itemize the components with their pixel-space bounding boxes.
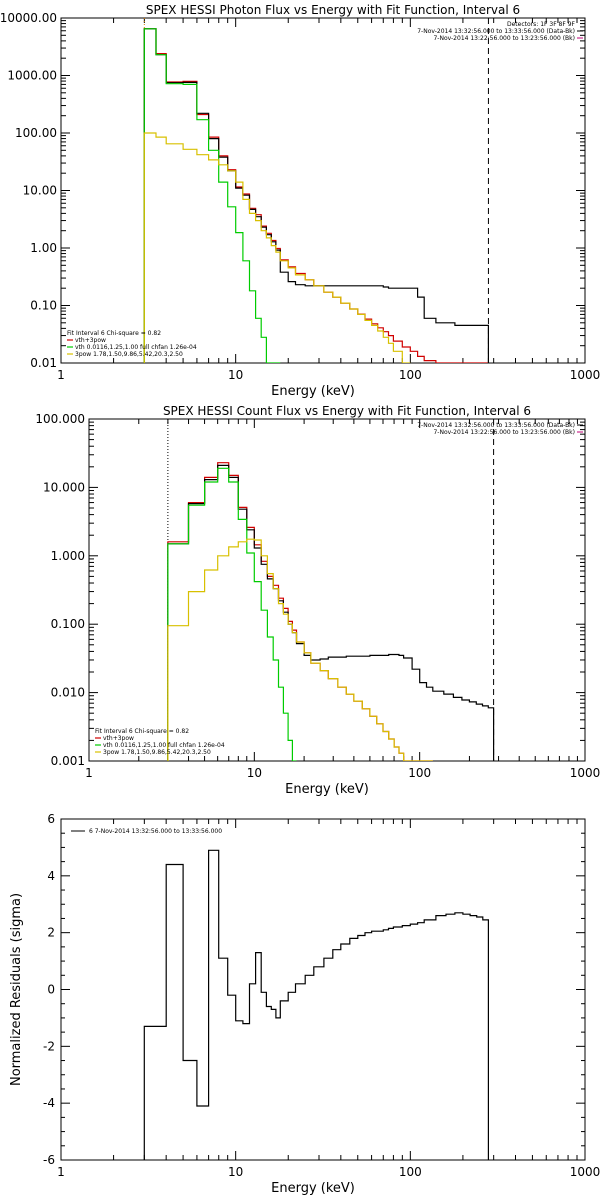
chart-panel-1: SPEX HESSI Photon Flux vs Energy with Fi… (0, 3, 600, 399)
info-detectors: Detectors: 1F 3F 8F 9F (507, 21, 576, 28)
fit-legend-entry: 3pow 1.78,1.50,9.86,5.42,20.3,2.50 (75, 351, 183, 358)
y-tick-label: 0.01 (30, 356, 57, 370)
x-tick-label: 1 (57, 368, 65, 382)
y-tick-label: 1.00 (30, 241, 57, 255)
y-tick-label: 10.000 (43, 480, 85, 494)
x-tick-label: 1000 (570, 368, 600, 382)
chart-title: SPEX HESSI Count Flux vs Energy with Fit… (163, 404, 531, 418)
y-axis-label: Normalized Residuals (sigma) (9, 893, 24, 1086)
x-tick-label: 1000 (570, 1165, 600, 1179)
x-tick-label: 100 (408, 766, 431, 780)
y-tick-label: 2 (47, 926, 55, 940)
y-tick-label: 10000.00 (0, 11, 57, 25)
series-line-2 (167, 464, 495, 761)
x-tick-label: 1000 (570, 766, 600, 780)
fit-legend-header: Fit Interval 6 Chi-square = 0.82 (67, 330, 161, 337)
y-tick-label: 1.000 (51, 549, 85, 563)
fit-legend-entry: vth+3pow (103, 735, 134, 742)
y-tick-label: 100.000 (35, 412, 85, 426)
series-line-4 (143, 132, 411, 363)
series-line-1 (143, 28, 489, 363)
series-line-1 (167, 462, 433, 761)
series-line-3 (167, 467, 297, 761)
info-interval-bk: 7-Nov-2014 13:22:56.000 to 13:23:56.000 … (433, 429, 575, 436)
y-tick-label: 100.00 (15, 126, 57, 140)
y-tick-label: -4 (43, 1096, 55, 1110)
y-tick-label: 10.00 (23, 184, 57, 198)
y-tick-label: 0.10 (30, 299, 57, 313)
series-line-1 (143, 849, 489, 1160)
series-line-3 (143, 28, 281, 363)
chart-title: SPEX HESSI Photon Flux vs Energy with Fi… (146, 3, 520, 17)
fit-legend-entry: vth 0.0116,1.25,1.00 full chfan 1.26e-04 (75, 344, 197, 351)
x-tick-label: 10 (247, 766, 262, 780)
x-tick-label: 1 (57, 1165, 65, 1179)
x-axis-label: Energy (keV) (271, 1181, 355, 1196)
x-tick-label: 100 (399, 368, 422, 382)
x-axis-label: Energy (keV) (285, 782, 369, 797)
info-interval-data: 7-Nov-2014 13:32:56.000 to 13:33:56.000 … (417, 422, 575, 429)
y-tick-label: -2 (43, 1039, 55, 1053)
y-tick-label: 0 (47, 983, 55, 997)
chart-panel-3: 1 10 100 1000 Energy (keV) -6 -4 -2 0 2 4 6 Normaliz… (9, 812, 600, 1196)
y-tick-label: 0.100 (51, 617, 85, 631)
plot-frame (60, 17, 586, 364)
fit-legend-header: Fit Interval 6 Chi-square = 0.82 (95, 728, 189, 735)
y-tick-label: 0.001 (51, 754, 85, 768)
fit-legend-entry: vth+3pow (75, 337, 106, 344)
x-tick-label: 10 (228, 1165, 243, 1179)
y-tick-label: -6 (43, 1153, 55, 1167)
y-tick-label: 4 (47, 869, 55, 883)
legend-entry: 6 7-Nov-2014 13:32:56.000 to 13:33:56.00… (89, 828, 222, 835)
series-line-4 (167, 538, 433, 761)
y-tick-label: 0.010 (51, 686, 85, 700)
series-line-2 (143, 28, 489, 363)
y-tick-label: 1000.00 (7, 69, 57, 83)
fit-legend-entry: 3pow 1.78,1.50,9.86,5.42,20.3,2.50 (103, 749, 211, 756)
info-interval-data: 7-Nov-2014 13:32:56.000 to 13:33:56.000 … (417, 28, 575, 35)
x-tick-label: 100 (399, 1165, 422, 1179)
info-interval-bk: 7-Nov-2014 13:22:56.000 to 13:23:56.000 … (433, 35, 575, 42)
plot-frame (88, 418, 586, 762)
x-tick-label: 10 (228, 368, 243, 382)
x-tick-label: 1 (85, 766, 93, 780)
y-tick-label: 6 (47, 812, 55, 826)
x-axis-label: Energy (keV) (271, 384, 355, 399)
chart-panel-2: SPEX HESSI Count Flux vs Energy with Fit… (35, 404, 600, 797)
plot-frame (60, 818, 586, 1161)
fit-legend-entry: vth 0.0116,1.25,1.00 full chfan 1.26e-04 (103, 742, 225, 749)
